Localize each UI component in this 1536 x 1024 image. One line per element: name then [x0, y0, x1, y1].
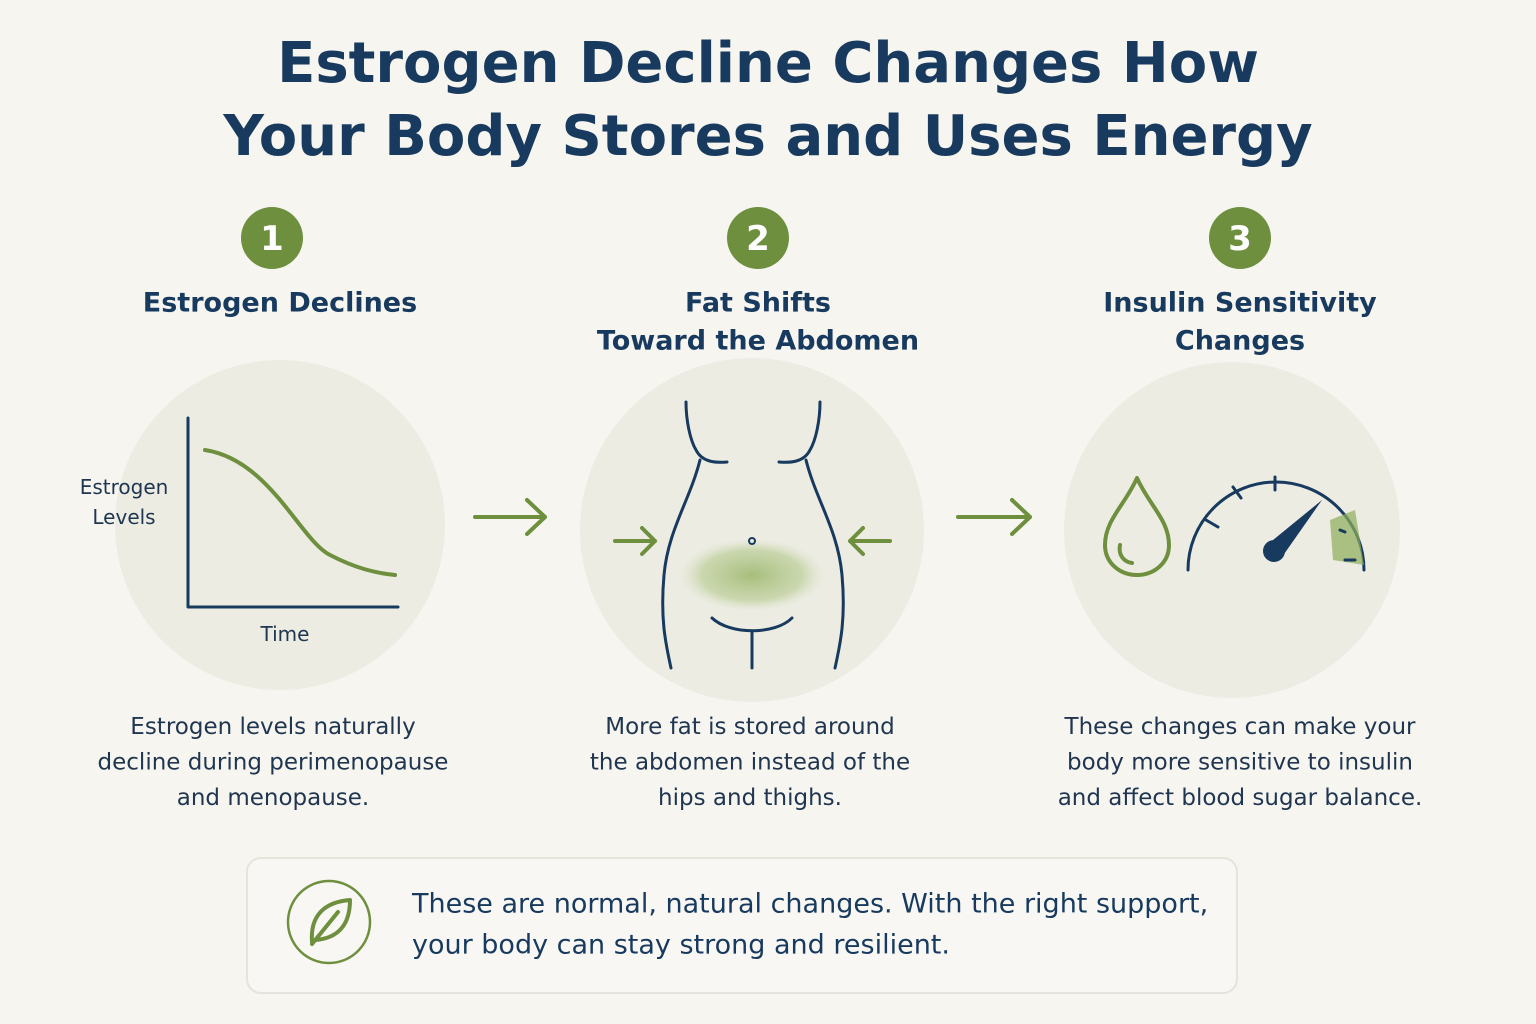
step-heading: Changes — [1175, 326, 1305, 357]
step-description: More fat is stored around — [605, 714, 895, 740]
illustration-bg — [1064, 362, 1400, 698]
step-description: Estrogen levels naturally — [130, 714, 415, 740]
step-description: the abdomen instead of the — [590, 750, 910, 776]
step-description: hips and thighs. — [658, 785, 842, 811]
step-number: 2 — [746, 219, 770, 259]
step-description: and affect blood sugar balance. — [1058, 785, 1423, 811]
title-line: Estrogen Decline Changes How — [277, 31, 1259, 96]
step-badge — [241, 207, 303, 269]
step-badge — [727, 207, 789, 269]
step-heading: Fat Shifts — [685, 288, 831, 319]
y-axis-label: Levels — [92, 505, 155, 529]
step-description: body more sensitive to insulin — [1067, 750, 1413, 776]
step-number: 1 — [260, 219, 284, 259]
step-description: These changes can make your — [1064, 714, 1417, 740]
title-line: Your Body Stores and Uses Energy — [222, 104, 1312, 169]
step-heading: Insulin Sensitivity — [1103, 288, 1377, 319]
y-axis-label: Estrogen — [80, 475, 169, 499]
x-axis-label: Time — [260, 622, 310, 646]
arrow — [956, 498, 1032, 536]
step-description: and menopause. — [177, 785, 370, 811]
step-number: 3 — [1228, 219, 1252, 259]
note-box — [246, 857, 1238, 994]
arrow — [473, 498, 547, 536]
leaf-icon — [286, 879, 372, 965]
note-line: These are normal, natural changes. With … — [411, 889, 1208, 920]
step-heading: Estrogen Declines — [143, 288, 417, 319]
drop-and-gauge — [1103, 475, 1366, 577]
note-line: your body can stay strong and resilient. — [412, 930, 950, 961]
step-badge — [1209, 207, 1271, 269]
step-heading: Toward the Abdomen — [597, 326, 919, 357]
step-description: decline during perimenopause — [98, 750, 449, 776]
body-outline — [613, 400, 892, 670]
decline-graph — [186, 416, 400, 609]
illustration-bg — [580, 358, 924, 702]
